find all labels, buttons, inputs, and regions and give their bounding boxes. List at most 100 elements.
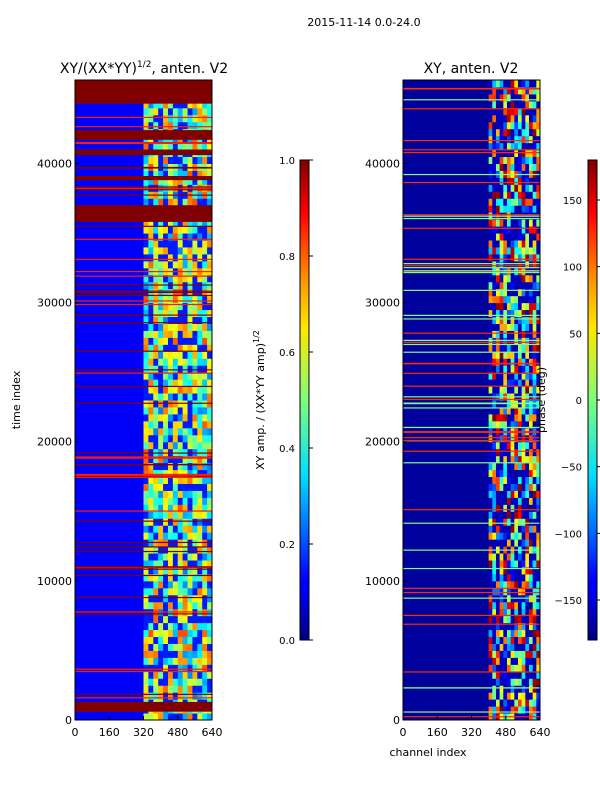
phase-cell bbox=[488, 406, 493, 415]
phase-cell bbox=[503, 587, 508, 596]
amp-cell bbox=[143, 198, 149, 206]
phase-cell bbox=[488, 553, 493, 561]
phase-cell bbox=[525, 692, 530, 700]
amp-cell bbox=[177, 532, 184, 540]
amp-cell bbox=[182, 664, 189, 672]
amp-cell bbox=[172, 379, 179, 387]
amp-cell bbox=[192, 525, 198, 533]
amp-cell bbox=[167, 219, 174, 227]
phase-cell bbox=[532, 636, 537, 644]
phase-cell bbox=[488, 671, 493, 679]
phase-cell bbox=[514, 93, 519, 102]
phase-cell bbox=[499, 288, 504, 297]
phase-cell bbox=[528, 413, 534, 422]
phase-cell bbox=[499, 260, 504, 269]
amp-cell bbox=[172, 511, 179, 519]
amp-cell bbox=[192, 372, 198, 380]
amp-cell bbox=[167, 316, 174, 324]
amp-colorbar-tick-label: 0.0 bbox=[279, 636, 295, 647]
phase-cell bbox=[525, 177, 530, 185]
amp-cell bbox=[167, 372, 174, 380]
amp-cell bbox=[202, 643, 208, 651]
amp-cell bbox=[207, 358, 212, 366]
phase-cell bbox=[492, 344, 497, 352]
amp-cell bbox=[202, 156, 208, 164]
amp-cell bbox=[202, 455, 208, 464]
amp-cell bbox=[158, 365, 164, 373]
amp-cell bbox=[148, 573, 154, 582]
amp-cell bbox=[192, 615, 198, 624]
phase-cell bbox=[536, 476, 540, 484]
phase-cell bbox=[514, 476, 519, 484]
phase-cell bbox=[510, 177, 515, 185]
amp-cell bbox=[167, 170, 174, 178]
amp-cell bbox=[187, 330, 193, 338]
phase-cell bbox=[506, 455, 512, 464]
phase-cell bbox=[525, 455, 530, 464]
phase-streak bbox=[403, 522, 540, 524]
phase-cell bbox=[503, 149, 508, 158]
phase-cell bbox=[536, 205, 540, 213]
phase-cell bbox=[503, 692, 508, 700]
phase-cell bbox=[495, 191, 501, 199]
phase-cell bbox=[495, 622, 501, 631]
amp-cell bbox=[177, 518, 184, 526]
phase-cell bbox=[506, 587, 512, 596]
phase-cell bbox=[525, 135, 530, 144]
amp-cell bbox=[187, 580, 193, 589]
phase-cell bbox=[510, 100, 515, 109]
amp-cell bbox=[167, 226, 174, 234]
phase-cell bbox=[492, 692, 497, 700]
phase-cell bbox=[514, 615, 519, 624]
phase-cell bbox=[499, 386, 504, 394]
amp-cell bbox=[197, 219, 203, 227]
amp-cell bbox=[197, 490, 203, 498]
amp-cell bbox=[187, 434, 193, 443]
phase-cell bbox=[499, 476, 504, 484]
phase-cell bbox=[532, 490, 537, 498]
amp-cell bbox=[177, 114, 184, 123]
amp-cell bbox=[207, 518, 212, 526]
amp-cell bbox=[172, 393, 179, 401]
phase-cell bbox=[528, 86, 534, 95]
amp-cell bbox=[172, 615, 179, 624]
phase-cell bbox=[525, 184, 530, 192]
amp-cell bbox=[177, 295, 184, 304]
phase-cell bbox=[488, 135, 493, 144]
amp-cell bbox=[202, 601, 208, 610]
phase-cell bbox=[528, 518, 534, 526]
amp-cell bbox=[182, 386, 189, 394]
phase-streak bbox=[403, 363, 540, 365]
phase-cell bbox=[495, 226, 501, 234]
phase-cell bbox=[503, 615, 508, 624]
amp-cell bbox=[187, 462, 193, 471]
phase-cell bbox=[492, 539, 497, 547]
amp-cell bbox=[148, 295, 154, 304]
phase-cell bbox=[517, 260, 523, 269]
amp-streak bbox=[75, 116, 212, 119]
phase-cell bbox=[499, 93, 504, 102]
phase-cell bbox=[521, 177, 526, 185]
amp-cell bbox=[177, 170, 184, 178]
amp-cell bbox=[167, 121, 174, 130]
amp-cell bbox=[143, 587, 149, 596]
amp-cell bbox=[202, 358, 208, 366]
phase-cell bbox=[514, 372, 519, 380]
amp-cell bbox=[172, 448, 179, 457]
phase-cell bbox=[492, 274, 497, 283]
phase-cell bbox=[495, 636, 501, 644]
phase-cell bbox=[499, 351, 504, 359]
phase-cell bbox=[506, 240, 512, 248]
amp-cell bbox=[187, 573, 193, 582]
amp-cell bbox=[158, 490, 164, 498]
phase-cell bbox=[536, 580, 540, 589]
phase-cell bbox=[528, 365, 534, 373]
amp-cell bbox=[187, 219, 193, 227]
amp-cell bbox=[148, 100, 154, 109]
amp-cell bbox=[153, 372, 159, 380]
amp-cell bbox=[153, 142, 159, 151]
amp-cell bbox=[192, 636, 198, 644]
amp-streak bbox=[75, 126, 212, 128]
phase-cell bbox=[506, 483, 512, 491]
amp-cell bbox=[153, 309, 159, 318]
